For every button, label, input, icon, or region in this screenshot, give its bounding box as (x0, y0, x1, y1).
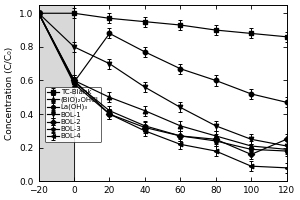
Y-axis label: Concentration (C/C₀): Concentration (C/C₀) (5, 46, 14, 140)
Bar (39, 5, 74, 181)
Legend: TC-Blank, (BiO)₂OHCl, La(OH)₃, BOL-1, BOL-2, BOL-3, BOL-4: TC-Blank, (BiO)₂OHCl, La(OH)₃, BOL-1, BO… (45, 87, 101, 142)
